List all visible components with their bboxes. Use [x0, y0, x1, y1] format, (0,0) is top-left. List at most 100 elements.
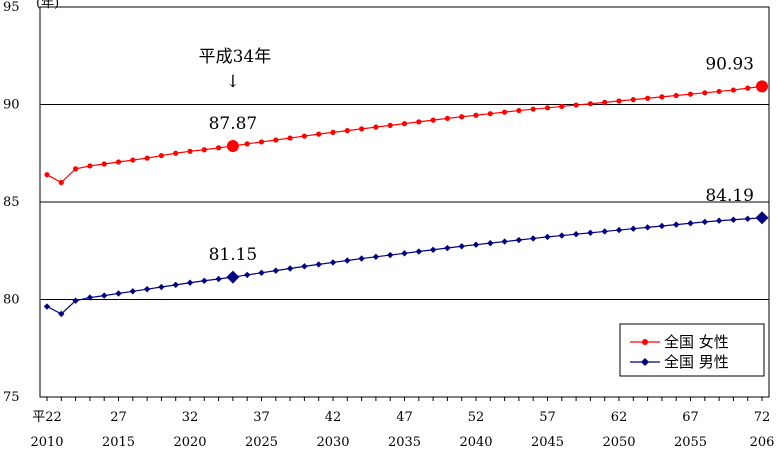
data-point	[373, 124, 379, 130]
data-point	[630, 97, 636, 103]
x-tick-label-year: 206	[750, 435, 775, 450]
data-point	[401, 121, 408, 127]
data-point	[544, 105, 551, 111]
data-point	[716, 88, 722, 95]
data-point	[43, 303, 51, 310]
data-point	[515, 236, 523, 244]
data-point	[258, 139, 265, 145]
legend-box	[619, 323, 765, 377]
data-point	[587, 101, 594, 107]
data-point	[387, 251, 394, 259]
data-point	[344, 257, 351, 264]
data-point	[756, 80, 768, 93]
data-point	[544, 233, 551, 241]
data-point	[158, 283, 165, 291]
legend-label: 全国 男性	[664, 353, 729, 371]
data-point	[86, 294, 94, 301]
data-point	[644, 224, 651, 231]
data-point	[358, 255, 365, 262]
data-point	[687, 91, 694, 97]
annotation-arrow: ↓	[226, 72, 240, 92]
x-tick-label-era: 27	[110, 410, 127, 425]
data-point	[301, 133, 307, 139]
data-point	[444, 244, 451, 252]
data-point	[659, 94, 665, 100]
data-point	[616, 98, 622, 104]
data-point	[715, 217, 723, 224]
annotation-text: 平成34年	[199, 47, 272, 67]
data-point	[459, 114, 465, 120]
data-point	[287, 135, 293, 141]
data-point	[226, 140, 239, 153]
y-tick-label: 80	[3, 293, 20, 308]
grid-lines	[40, 104, 769, 300]
data-point	[101, 161, 107, 167]
y-axis-ticks: 75 80 85 90 95	[3, 0, 20, 405]
y-tick-label: 85	[3, 195, 20, 210]
x-tick-label-era: 57	[539, 410, 556, 425]
data-point	[316, 131, 322, 137]
data-point	[572, 230, 580, 238]
data-point	[702, 90, 708, 96]
data-point	[186, 279, 194, 286]
data-point	[158, 152, 164, 159]
data-point	[172, 281, 179, 289]
data-point	[387, 122, 393, 128]
x-tick-label-era: 42	[325, 410, 342, 425]
data-point	[573, 102, 579, 108]
data-point	[559, 103, 565, 110]
data-point	[115, 290, 122, 297]
legend-marker	[642, 339, 648, 345]
data-point	[516, 107, 522, 114]
data-point	[701, 218, 708, 226]
x-tick-label-year: 2050	[602, 435, 635, 450]
data-point	[755, 211, 769, 225]
data-point	[730, 216, 737, 223]
data-point	[130, 157, 136, 163]
data-point	[58, 179, 64, 186]
data-point	[273, 137, 279, 143]
x-tick-label-year: 2015	[102, 435, 135, 450]
data-point	[226, 270, 240, 284]
x-tick-label-year: 2020	[173, 435, 206, 450]
data-label: 84.19	[705, 186, 754, 206]
data-point	[359, 126, 365, 132]
annotation: 平成34年 ↓	[199, 47, 272, 92]
data-point	[244, 141, 250, 147]
data-point	[658, 222, 666, 230]
data-label: 90.93	[705, 54, 754, 74]
x-tick-label-era: 52	[468, 410, 485, 425]
x-tick-label-era: 47	[396, 410, 413, 425]
x-axis-ticks: 平22 2010 27 2015 32 2020 37 2025 42 2030 47 2035 52 2…	[30, 397, 774, 450]
data-point	[744, 215, 751, 222]
data-point	[415, 248, 422, 255]
data-point	[601, 228, 608, 235]
data-point	[173, 150, 179, 156]
y-tick-label: 95	[3, 0, 20, 15]
data-point	[87, 163, 93, 169]
data-point	[372, 253, 380, 260]
data-point	[502, 109, 508, 115]
data-point	[216, 145, 222, 151]
data-point	[144, 155, 150, 161]
x-tick-label-era: 67	[682, 410, 699, 425]
data-point	[645, 95, 651, 101]
x-tick-label-era: 32	[182, 410, 199, 425]
data-point	[201, 147, 207, 153]
x-tick-label-year: 2035	[388, 435, 421, 450]
data-point	[344, 128, 350, 134]
legend-label: 全国 女性	[664, 333, 729, 351]
y-tick-label: 90	[3, 98, 20, 113]
data-point	[329, 259, 337, 266]
data-point	[687, 220, 694, 227]
data-point	[558, 232, 565, 239]
data-point	[530, 235, 537, 242]
data-point	[458, 243, 465, 250]
data-point	[315, 261, 322, 268]
data-point	[673, 92, 679, 99]
data-point	[444, 115, 450, 121]
data-point	[58, 310, 65, 318]
data-point	[416, 119, 422, 125]
data-point	[602, 99, 608, 105]
